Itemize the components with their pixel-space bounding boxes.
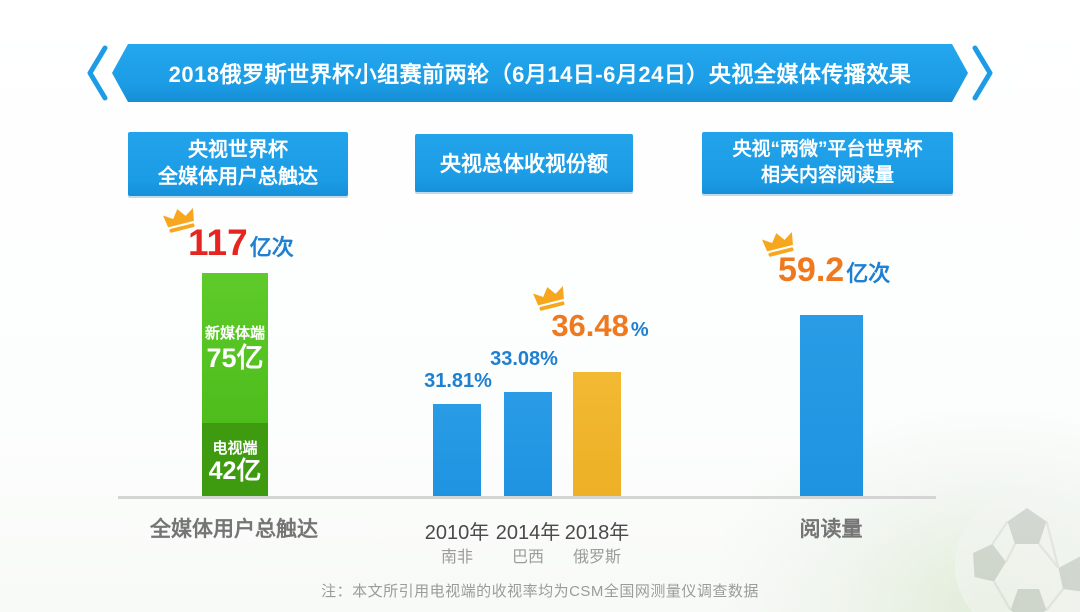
reading-axis-label: 阅读量 [799,518,863,541]
new-media-label: 新媒体端 [204,324,265,342]
share-2010-number: 31.81 [424,370,475,392]
page-title: 2018俄罗斯世界杯小组赛前两轮（6月14日-6月24日）央视全媒体传播效果 [168,62,912,87]
share-2018-number: 36.48 [551,308,629,343]
section-header-reach-line1: 央视世界杯 [188,139,288,161]
share-2014-value: 33.08% [490,349,558,369]
chart-baseline [118,496,936,499]
tv-label: 电视端 [212,439,258,457]
share-2010-value: 31.81% [424,371,492,391]
reading-value: 59.2 [778,251,845,289]
share-bar-2014 [504,392,552,498]
reach-total-unit: 亿次 [249,235,294,260]
section-header-share: 央视总体收视份额 [415,134,633,192]
share-2014-unit: % [540,348,558,370]
share-bar-2010 [433,404,481,498]
share-2010-year: 2010年 [424,522,490,544]
section-header-reading-line2: 相关内容阅读量 [760,165,894,186]
share-2010-country: 南非 [440,549,474,566]
reach-total-value: 117 [188,222,248,263]
reading-unit: 亿次 [846,261,891,286]
crown-icon [162,208,195,233]
title-banner-body: 2018俄罗斯世界杯小组赛前两轮（6月14日-6月24日）央视全媒体传播效果 [112,44,968,102]
section-header-share-label: 央视总体收视份额 [440,153,608,176]
new-media-value: 75亿 [206,342,264,373]
crown-icon [761,232,794,257]
share-2018-value: 36.48 % [551,310,648,341]
reach-total-value-group: 117 亿次 [188,224,294,261]
share-2014-year: 2014年 [495,522,561,544]
section-header-reach-line2: 全媒体用户总触达 [158,166,318,188]
share-2014-number: 33.08 [490,348,541,370]
reach-axis-label: 全媒体用户总触达 [150,518,318,541]
chevron-left-icon [87,45,108,101]
section-header-reach: 央视世界杯 全媒体用户总触达 [128,132,348,196]
reach-stacked-bar: 新媒体端 75亿 电视端 42亿 [202,273,268,499]
share-2014-country: 巴西 [511,549,545,566]
crown-icon [532,286,565,311]
share-2018-year: 2018年 [564,522,630,544]
section-header-reading: 央视“两微”平台世界杯 相关内容阅读量 [702,132,953,194]
title-banner: 2018俄罗斯世界杯小组赛前两轮（6月14日-6月24日）央视全媒体传播效果 [86,44,994,102]
reading-value-group: 59.2 亿次 [778,253,890,287]
section-header-reading-line1: 央视“两微”平台世界杯 [732,139,923,160]
share-bar-2018 [573,372,621,498]
reading-bar [800,315,863,498]
reach-bar-tv-segment: 电视端 42亿 [202,423,268,499]
share-2018-country: 俄罗斯 [572,549,622,566]
share-2018-unit: % [630,319,649,341]
tv-value: 42亿 [208,456,262,485]
reach-bar-new-media-segment: 新媒体端 75亿 [202,273,268,423]
share-2010-unit: % [474,370,492,392]
chevron-right-icon [972,45,993,101]
source-note: 注：本文所引用电视端的收视率均为CSM全国网测量仪调查数据 [321,583,759,600]
